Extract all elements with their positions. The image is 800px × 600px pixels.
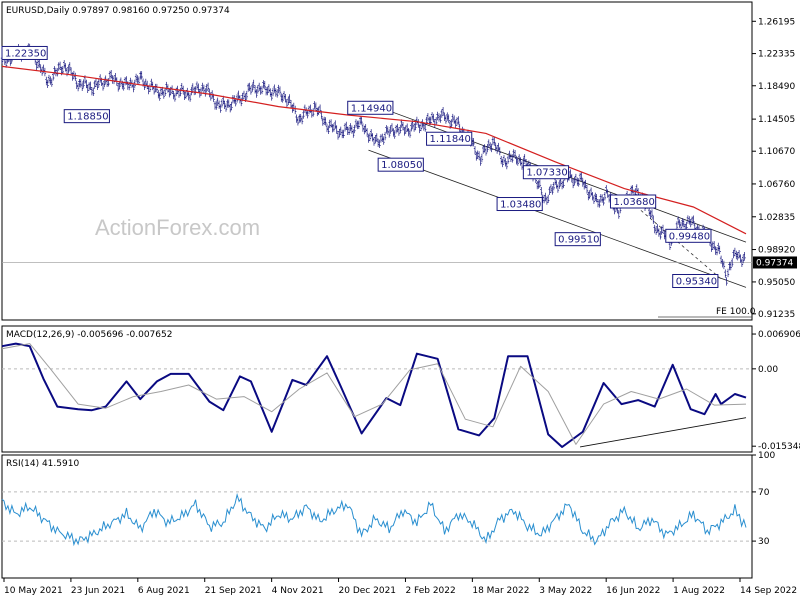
watermark-text: ActionForex.com (95, 215, 260, 240)
price-y-tick-label: 1.22335 (758, 50, 795, 60)
price-y-tick-label: 1.06760 (758, 180, 795, 190)
x-tick-label: 4 Nov 2021 (272, 586, 324, 596)
x-tick-label: 18 Mar 2022 (472, 586, 529, 596)
level-label: 0.99510 (558, 235, 599, 246)
x-tick-label: 14 Sep 2022 (740, 586, 797, 596)
price-y-tick-label: 0.95050 (758, 278, 795, 288)
level-label: 1.08050 (381, 160, 422, 171)
level-label: 0.95340 (676, 277, 717, 288)
level-label-box (609, 194, 657, 209)
x-tick-label: 16 Jun 2022 (606, 586, 660, 596)
level-label: 1.14940 (351, 103, 392, 114)
macd-series-signal (1, 343, 747, 445)
level-label-box (522, 165, 570, 180)
price-y-tick-label: 1.18490 (758, 82, 795, 92)
level-label-box (1, 45, 48, 60)
fe-label: FE 100.0 (716, 307, 756, 317)
price-bars-series (0, 43, 746, 286)
macd-frame (1, 325, 753, 453)
x-tick-label: 20 Dec 2021 (339, 586, 397, 596)
x-tick-label: 6 Aug 2021 (138, 586, 190, 596)
macd-y-tick-label: -0.015348 (758, 442, 800, 452)
macd-y-tick-label: 0.006906 (758, 330, 800, 340)
x-tick-label: 23 Jun 2021 (71, 586, 125, 596)
price-panel: EURUSD,Daily 0.97897 0.98160 0.97250 0.9… (0, 1, 797, 321)
x-tick-label: 10 May 2021 (4, 586, 63, 596)
price-frame (1, 1, 753, 321)
level-label: 0.99480 (669, 231, 710, 242)
last-price-label: 0.97374 (756, 258, 793, 268)
macd-panel: MACD(12,26,9) -0.005696 -0.007652 0.00690… (1, 325, 800, 453)
level-label: 1.03480 (500, 200, 541, 211)
ma-line (1, 65, 747, 235)
price-y-tick-label: 0.98920 (758, 246, 795, 256)
level-label-box (63, 109, 110, 124)
fib-line (640, 210, 722, 280)
price-y-tick-label: 1.26195 (758, 17, 795, 27)
level-label-box (347, 100, 394, 115)
rsi-panel: RSI(14) 41.5910 100 70 30 (1, 451, 775, 579)
rsi-series-line (1, 492, 747, 547)
level-label: 1.07330 (526, 168, 567, 179)
level-label: 1.03680 (613, 197, 654, 208)
macd-header: MACD(12,26,9) -0.005696 -0.007652 (6, 330, 172, 340)
x-tick-label: 21 Sep 2021 (205, 586, 262, 596)
price-y-tick-label: 1.10670 (758, 147, 795, 157)
level-label-box (377, 157, 424, 172)
level-label-box (426, 131, 473, 146)
level-label-box (496, 197, 543, 212)
rsi-frame (1, 454, 753, 579)
level-label-box (554, 232, 601, 247)
rsi-y-tick-label: 70 (758, 488, 770, 498)
macd-series-macd (1, 342, 747, 448)
rsi-y-tick-label: 100 (758, 451, 775, 461)
level-label-box (665, 228, 712, 243)
macd-y-tick-label: 0.00 (758, 365, 778, 375)
level-label: 1.18850 (67, 112, 108, 123)
x-axis: 10 May 2021 23 Jun 2021 6 Aug 2021 21 Sep 2… (2, 577, 797, 596)
price-y-tick-label: 0.91235 (758, 310, 795, 320)
price-y-tick-label: 1.02835 (758, 213, 795, 223)
macd-trendline (579, 417, 747, 448)
rsi-y-tick-label: 30 (758, 537, 770, 547)
level-label: 1.11840 (430, 134, 471, 145)
x-tick-label: 3 May 2022 (539, 586, 592, 596)
channel-line (368, 149, 747, 288)
x-tick-label: 2 Feb 2022 (405, 586, 455, 596)
level-label-box (672, 274, 719, 289)
last-price-box (753, 256, 797, 269)
level-label: 1.22350 (5, 48, 46, 59)
x-tick-label: 1 Aug 2022 (673, 586, 725, 596)
rsi-header: RSI(14) 41.5910 (6, 459, 79, 469)
price-header: EURUSD,Daily 0.97897 0.98160 0.97250 0.9… (6, 6, 230, 16)
price-y-tick-label: 1.14505 (758, 115, 795, 125)
